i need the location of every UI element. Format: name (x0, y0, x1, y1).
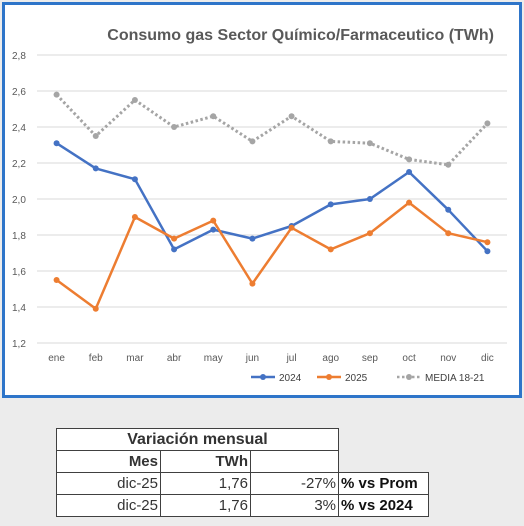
data-point (131, 97, 138, 103)
data-point (366, 230, 373, 237)
x-tick-label: jul (286, 353, 297, 364)
data-point (366, 140, 373, 147)
data-point (92, 305, 99, 312)
table-row: dic-25 1,76 3% % vs 2024 (56, 494, 429, 517)
chart-title: Consumo gas Sector Químico/Farmaceutico … (107, 27, 494, 44)
data-point (327, 246, 334, 253)
data-point (327, 138, 334, 145)
x-tick-label: oct (402, 353, 416, 364)
monthly-variation-table: Variación mensual Mes TWh dic-25 1,76 -2… (56, 428, 429, 517)
data-point (327, 201, 334, 208)
y-tick-label: 1,8 (12, 231, 26, 242)
legend-label: 2025 (345, 373, 368, 384)
data-point (484, 248, 491, 255)
legend-marker (326, 374, 332, 380)
x-tick-label: ene (48, 353, 65, 364)
data-point (210, 217, 217, 224)
data-point (210, 226, 217, 233)
table-title: Variación mensual (56, 428, 339, 451)
x-tick-label: dic (481, 353, 494, 364)
table-row: dic-25 1,76 -27% % vs Prom (56, 472, 429, 495)
data-point (445, 161, 452, 168)
row-twh: 1,76 (160, 494, 251, 517)
data-point (288, 224, 295, 231)
line-chart: Consumo gas Sector Químico/Farmaceutico … (12, 27, 507, 384)
x-tick-label: nov (440, 353, 456, 364)
row-label: % vs Prom (338, 472, 429, 495)
x-tick-label: abr (167, 353, 182, 364)
data-point (131, 214, 138, 220)
data-point (249, 138, 256, 145)
legend-marker (406, 374, 412, 380)
series-line (55, 142, 489, 253)
legend-label: 2024 (279, 373, 302, 384)
x-tick-label: may (204, 353, 223, 364)
row-pct: -27% (250, 472, 339, 495)
x-tick-label: jun (245, 353, 259, 364)
legend-marker (260, 374, 266, 380)
y-tick-label: 1,4 (12, 303, 26, 314)
data-point (406, 169, 413, 175)
data-point (406, 199, 413, 206)
data-point (53, 91, 60, 98)
data-point (171, 246, 178, 253)
data-point (288, 113, 295, 120)
row-twh: 1,76 (160, 472, 251, 495)
data-point (366, 196, 373, 202)
y-tick-label: 2,8 (12, 51, 26, 62)
data-point (210, 113, 217, 120)
y-tick-label: 1,6 (12, 267, 26, 278)
series-line (55, 93, 489, 167)
data-point (171, 235, 178, 242)
data-point (249, 235, 256, 242)
data-point (249, 280, 256, 287)
x-tick-label: ago (322, 353, 339, 364)
data-point (484, 239, 491, 246)
y-tick-label: 2,6 (12, 87, 26, 98)
y-tick-label: 2,2 (12, 159, 26, 170)
data-point (445, 206, 452, 213)
data-point (53, 140, 60, 147)
data-point (445, 230, 452, 237)
col-header-mes: Mes (56, 450, 161, 473)
x-tick-label: mar (126, 353, 144, 364)
row-label: % vs 2024 (338, 494, 429, 517)
x-tick-label: feb (89, 353, 103, 364)
y-tick-label: 2,0 (12, 195, 26, 206)
row-mes: dic-25 (56, 472, 161, 495)
data-point (92, 133, 99, 139)
legend-label: MEDIA 18-21 (425, 373, 485, 384)
data-point (131, 176, 138, 183)
col-header-twh: TWh (160, 450, 251, 473)
series-line (55, 201, 488, 311)
data-point (171, 124, 178, 130)
y-tick-label: 1,2 (12, 339, 26, 350)
data-point (53, 277, 60, 283)
row-mes: dic-25 (56, 494, 161, 517)
chart-frame: Consumo gas Sector Químico/Farmaceutico … (2, 2, 522, 398)
row-pct: 3% (250, 494, 339, 517)
data-point (484, 120, 491, 127)
table-title-row: Variación mensual (56, 428, 429, 451)
x-tick-label: sep (362, 353, 379, 364)
table-header-row: Mes TWh (56, 450, 429, 473)
y-tick-label: 2,4 (12, 123, 26, 134)
data-point (92, 165, 99, 172)
data-point (406, 156, 413, 163)
